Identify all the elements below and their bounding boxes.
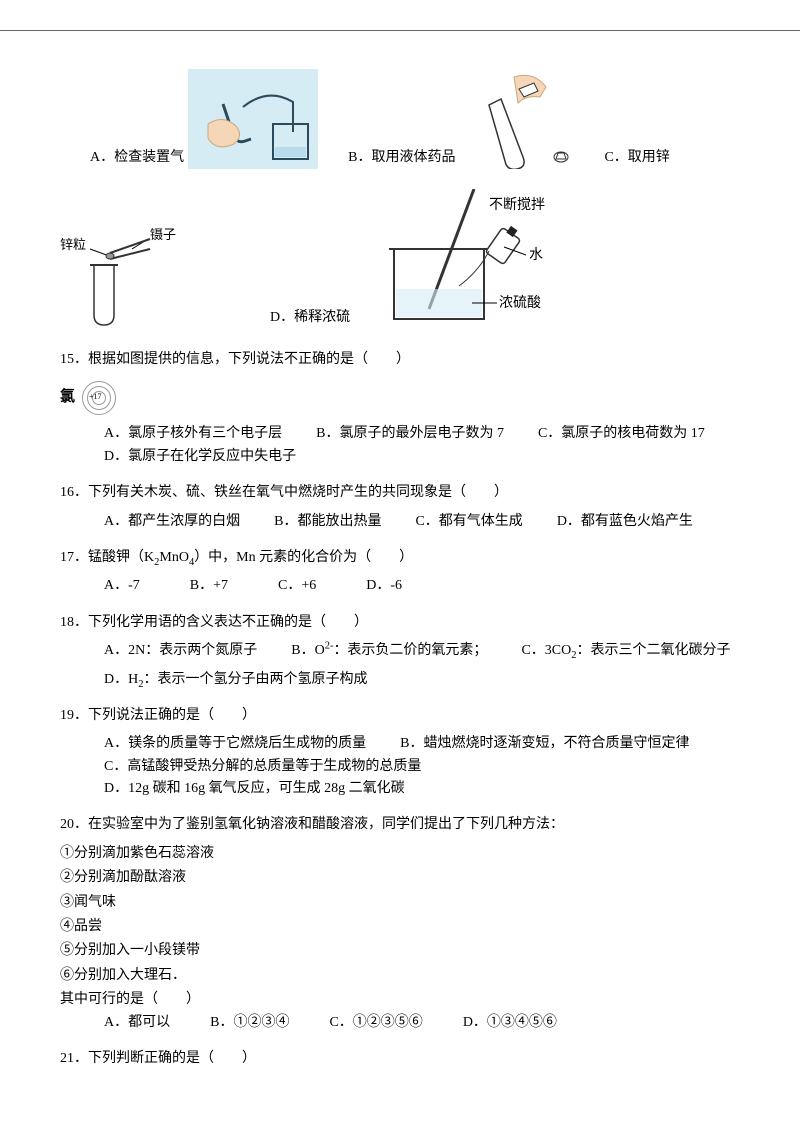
q17-mid: MnO — [159, 550, 189, 565]
q20-l2: ②分别滴加酚酞溶液 — [60, 867, 750, 889]
exam-page: A．检查装置气 B．取用液体药品 — [0, 30, 800, 1116]
q15-diagram: 氯 +17 — [60, 377, 120, 417]
q20-A: A．都可以 — [104, 1012, 170, 1034]
q17-post: ）中，Mn 元素的化合价为（ ） — [194, 550, 413, 565]
q14-optA: A．检查装置气 — [90, 69, 318, 169]
q14-optB-label: B．取用液体药品 — [348, 147, 455, 169]
q20-l3: ③闻气味 — [60, 892, 750, 914]
q14-optC-label: C．取用锌 — [604, 147, 669, 169]
q14-optC: C．取用锌 — [604, 147, 669, 169]
q17-B: B．+7 — [190, 575, 228, 597]
q20-l4: ④品尝 — [60, 916, 750, 938]
label-tweezers: 镊子 — [150, 227, 176, 242]
q19-stem: 19．下列说法正确的是（ ） — [60, 705, 750, 727]
q18-options: A．2N：表示两个氮原子 B．O2-：表示负二价的氧元素； C．3CO2：表示三… — [104, 640, 750, 662]
q14-optA-label: A．检查装置气 — [90, 147, 184, 169]
q19-options2: C．高锰酸钾受热分解的总质量等于生成物的总质量 D．12g 碳和 16g 氧气反… — [104, 756, 750, 801]
q15-options2: D．氯原子在化学反应中失电子 — [104, 446, 750, 468]
q14-imgA — [188, 69, 318, 169]
q20-D: D．①③④⑤⑥ — [463, 1012, 557, 1034]
q19-C: C．高锰酸钾受热分解的总质量等于生成物的总质量 — [104, 756, 421, 778]
q20-C: C．①②③⑤⑥ — [329, 1012, 422, 1034]
q15-A: A．氯原子核外有三个电子层 — [104, 423, 282, 445]
q19-B: B．蜡烛燃烧时逐渐变短，不符合质量守恒定律 — [400, 733, 689, 755]
q17-C: C．+6 — [278, 575, 316, 597]
q20-B: B．①②③④ — [210, 1012, 289, 1034]
q20-list: ①分别滴加紫色石蕊溶液 ②分别滴加酚酞溶液 ③闻气味 ④品尝 ⑤分别加入一小段镁… — [60, 843, 750, 987]
q14-imgD: 不断搅拌 水 浓硫酸 — [354, 189, 574, 329]
q18-options2: D．H2：表示一个氢分子由两个氢原子构成 — [104, 669, 750, 691]
q15-options: A．氯原子核外有三个电子层 B．氯原子的最外层电子数为 7 C．氯原子的核电荷数… — [104, 423, 750, 445]
q14-imgC: 锌粒 镊子 — [60, 219, 240, 329]
label-acid: 浓硫酸 — [499, 295, 541, 311]
q16-C: C．都有气体生成 — [415, 511, 522, 533]
q21-stem: 21．下列判断正确的是（ ） — [60, 1048, 750, 1070]
q19-D: D．12g 碳和 16g 氧气反应，可生成 28g 二氧化碳 — [104, 778, 405, 800]
q14-row2: 锌粒 镊子 D．稀释浓硫 不断搅拌 — [60, 189, 750, 329]
q14-optB: B．取用液体药品 — [348, 69, 574, 169]
q17-A: A．-7 — [104, 575, 140, 597]
q20-l5: ⑤分别加入一小段镁带 — [60, 940, 750, 962]
q17-pre: 17．锰酸钾（K — [60, 550, 154, 565]
q20-stem: 20．在实验室中为了鉴别氢氧化钠溶液和醋酸溶液，同学们提出了下列几种方法： — [60, 814, 750, 836]
q20-options: A．都可以 B．①②③④ C．①②③⑤⑥ D．①③④⑤⑥ — [104, 1012, 750, 1034]
q16-D: D．都有蓝色火焰产生 — [557, 511, 693, 533]
q14-optD: D．稀释浓硫 不断搅拌 水 — [270, 189, 574, 329]
q15-stem: 15．根据如图提供的信息，下列说法不正确的是（ ） — [60, 349, 750, 371]
q20-l1: ①分别滴加紫色石蕊溶液 — [60, 843, 750, 865]
q19-A: A．镁条的质量等于它燃烧后生成物的质量 — [104, 733, 366, 755]
q15-D: D．氯原子在化学反应中失电子 — [104, 446, 296, 468]
q18-D: D．H2：表示一个氢分子由两个氢原子构成 — [104, 669, 367, 691]
label-water: 水 — [529, 247, 543, 263]
q18-B: B．O2-：表示负二价的氧元素； — [291, 640, 487, 662]
q16-options: A．都产生浓厚的白烟 B．都能放出热量 C．都有气体生成 D．都有蓝色火焰产生 — [104, 511, 750, 533]
q17-stem: 17．锰酸钾（K2MnO4）中，Mn 元素的化合价为（ ） — [60, 547, 750, 569]
q18-stem: 18．下列化学用语的含义表达不正确的是（ ） — [60, 612, 750, 634]
q17-options: A．-7 B．+7 C．+6 D．-6 — [104, 575, 750, 597]
q18-A: A．2N：表示两个氮原子 — [104, 640, 257, 662]
q15-C: C．氯原子的核电荷数为 17 — [538, 423, 705, 445]
q15-nucleus: +17 — [89, 391, 102, 404]
q14-optD-label: D．稀释浓硫 — [270, 307, 350, 329]
q16-stem: 16．下列有关木炭、硫、铁丝在氧气中燃烧时产生的共同现象是（ ） — [60, 482, 750, 504]
label-stir: 不断搅拌 — [489, 197, 545, 213]
q19-options: A．镁条的质量等于它燃烧后生成物的质量 B．蜡烛燃烧时逐渐变短，不符合质量守恒定… — [104, 733, 750, 755]
label-zinc: 锌粒 — [60, 237, 86, 252]
q14-imgB — [459, 69, 574, 169]
q20-sub: 其中可行的是（ ） — [60, 989, 750, 1011]
q15-B: B．氯原子的最外层电子数为 7 — [316, 423, 504, 445]
q20-l6: ⑥分别加入大理石． — [60, 965, 750, 987]
q16-B: B．都能放出热量 — [274, 511, 381, 533]
q17-D: D．-6 — [366, 575, 402, 597]
q16-A: A．都产生浓厚的白烟 — [104, 511, 240, 533]
q15-element: 氯 — [60, 385, 75, 409]
q14-row1: A．检查装置气 B．取用液体药品 — [90, 69, 750, 169]
q18-C: C．3CO2：表示三个二氧化碳分子 — [521, 640, 730, 662]
